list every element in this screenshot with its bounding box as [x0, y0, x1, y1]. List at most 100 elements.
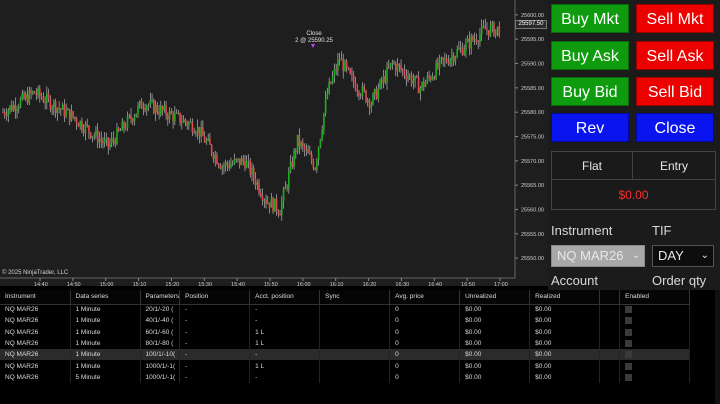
column-header[interactable]: Sync — [319, 290, 391, 305]
candlestick-chart[interactable]: 25600.00 25595.00 25590.00 25585.00 25580.00… — [0, 0, 548, 286]
candle-body — [458, 48, 460, 50]
candle-body — [9, 105, 11, 111]
candle-body — [342, 58, 344, 72]
candle-body — [98, 138, 101, 144]
candle-body — [259, 192, 262, 196]
candle-body — [214, 154, 216, 160]
table-cell: $0.00 — [529, 371, 601, 384]
candle-body — [86, 123, 88, 126]
candle-body — [433, 77, 436, 79]
candle-body — [237, 158, 239, 160]
table-row[interactable]: NQ MAR26 1 Minute 60/1/-60 (-1 L 0 $0.00 $0.0… — [0, 326, 691, 338]
candle-body — [309, 153, 311, 155]
candle-body — [340, 58, 343, 61]
candle-body — [231, 163, 234, 165]
copyright-text: © 2025 NinjaTrader, LLC — [2, 270, 69, 276]
column-header[interactable]: Position — [179, 290, 251, 305]
candle-body — [88, 125, 90, 133]
candle-body — [189, 121, 192, 123]
enabled-checkbox[interactable] — [625, 317, 633, 325]
tif-selector[interactable]: DAY ⌄ — [652, 245, 714, 267]
enabled-checkbox[interactable] — [625, 306, 633, 314]
candle-body — [133, 117, 136, 122]
candle-body — [107, 137, 110, 148]
column-header[interactable]: Enabled — [619, 290, 691, 305]
enabled-checkbox[interactable] — [625, 328, 633, 336]
reverse-button[interactable]: Rev — [551, 113, 629, 142]
column-header[interactable]: Unrealized — [459, 290, 531, 305]
column-header[interactable]: Data series — [70, 290, 141, 305]
sell-ask-button[interactable]: Sell Ask — [636, 41, 714, 70]
candle-body — [135, 113, 138, 118]
table-cell: $0.00 — [459, 315, 531, 327]
table-row[interactable]: NQ MAR26 1 Minute 40/1/-40 (- -0 $0.00 $0.00 — [0, 315, 691, 327]
candle-body — [126, 116, 129, 129]
table-cell: NQ MAR26 — [0, 360, 71, 372]
enabled-checkbox[interactable] — [625, 362, 633, 370]
candle-body — [400, 65, 402, 70]
table-row[interactable]: NQ MAR26 1 Minute 20/1/-20 (- -0 $0.00 $0.00 — [0, 304, 691, 316]
candle-body — [358, 91, 360, 96]
column-header[interactable]: Acct. position — [249, 290, 321, 305]
candle-body — [33, 91, 36, 94]
enabled-checkbox-cell — [619, 326, 691, 338]
column-header[interactable]: Instrument — [0, 290, 71, 305]
candle-body — [19, 98, 22, 107]
candle-body — [124, 128, 127, 129]
table-row[interactable]: NQ MAR26 1 Minute 1000/1/-1(-1 L 0 $0.00 $0.0… — [0, 360, 691, 372]
buy-market-button[interactable]: Buy Mkt — [551, 4, 629, 33]
price-chart[interactable]: 25600.00 25595.00 25590.00 25585.00 25580.00… — [0, 0, 548, 286]
candle-body — [116, 128, 118, 145]
vertical-scrollbar[interactable] — [715, 290, 720, 404]
instrument-selector[interactable]: NQ MAR26 ⌄ — [551, 245, 645, 267]
candle-body — [153, 99, 155, 114]
price-tick-label: 25560.00 — [521, 207, 544, 213]
column-header[interactable] — [599, 290, 621, 305]
table-cell: $0.00 — [459, 349, 531, 361]
candle-body — [40, 96, 43, 98]
sell-bid-button[interactable]: Sell Bid — [636, 77, 714, 106]
table-cell: 0 — [389, 371, 461, 384]
candle-body — [402, 69, 404, 71]
candle-body — [414, 76, 416, 81]
candle-body — [175, 112, 178, 114]
candle-body — [344, 61, 346, 72]
candle-body — [158, 112, 160, 115]
candle-body — [398, 64, 401, 66]
table-row[interactable]: NQ MAR26 1 Minute 80/1/-80 (-1 L 0 $0.00 $0.0… — [0, 337, 691, 350]
candle-body — [209, 138, 211, 145]
candle-body — [32, 91, 34, 94]
close-position-button[interactable]: Close — [636, 113, 714, 142]
candle-body — [293, 150, 295, 167]
candle-body — [484, 26, 487, 30]
sell-market-button[interactable]: Sell Mkt — [636, 4, 714, 33]
table-row[interactable]: NQ MAR26 5 Minute 1000/1/-1(- -0 $0.00 $0.00 — [0, 371, 691, 384]
candle-body — [473, 39, 476, 41]
candle-body — [316, 160, 318, 170]
table-cell — [319, 349, 391, 361]
candle-body — [279, 213, 281, 216]
candle-body — [263, 200, 266, 201]
table-cell: 20/1/-20 ( — [140, 304, 181, 316]
column-header[interactable]: Realized — [529, 290, 601, 305]
candle-body — [235, 158, 238, 160]
enabled-checkbox[interactable] — [625, 351, 633, 359]
buy-bid-button[interactable]: Buy Bid — [551, 77, 629, 106]
candle-body — [224, 162, 227, 166]
candle-body — [375, 89, 378, 100]
buy-ask-button[interactable]: Buy Ask — [551, 41, 629, 70]
strategies-table: Instrument Data series Parameters Position A… — [0, 290, 691, 384]
table-cell: 0 — [389, 349, 461, 361]
candle-body — [323, 113, 325, 130]
candle-body — [221, 166, 223, 169]
column-header[interactable]: Avg. price — [389, 290, 461, 305]
candle-body — [240, 158, 243, 166]
candle-body — [405, 75, 408, 80]
candle-body — [307, 149, 309, 154]
enabled-checkbox[interactable] — [625, 339, 633, 347]
candle-body — [361, 86, 364, 96]
candle-body — [188, 122, 190, 126]
column-header[interactable]: Parameters — [140, 290, 181, 305]
table-row[interactable]: NQ MAR26 1 Minute 100/1/-10(- -0 $0.00 $0.00 — [0, 349, 691, 361]
enabled-checkbox[interactable] — [625, 373, 633, 381]
